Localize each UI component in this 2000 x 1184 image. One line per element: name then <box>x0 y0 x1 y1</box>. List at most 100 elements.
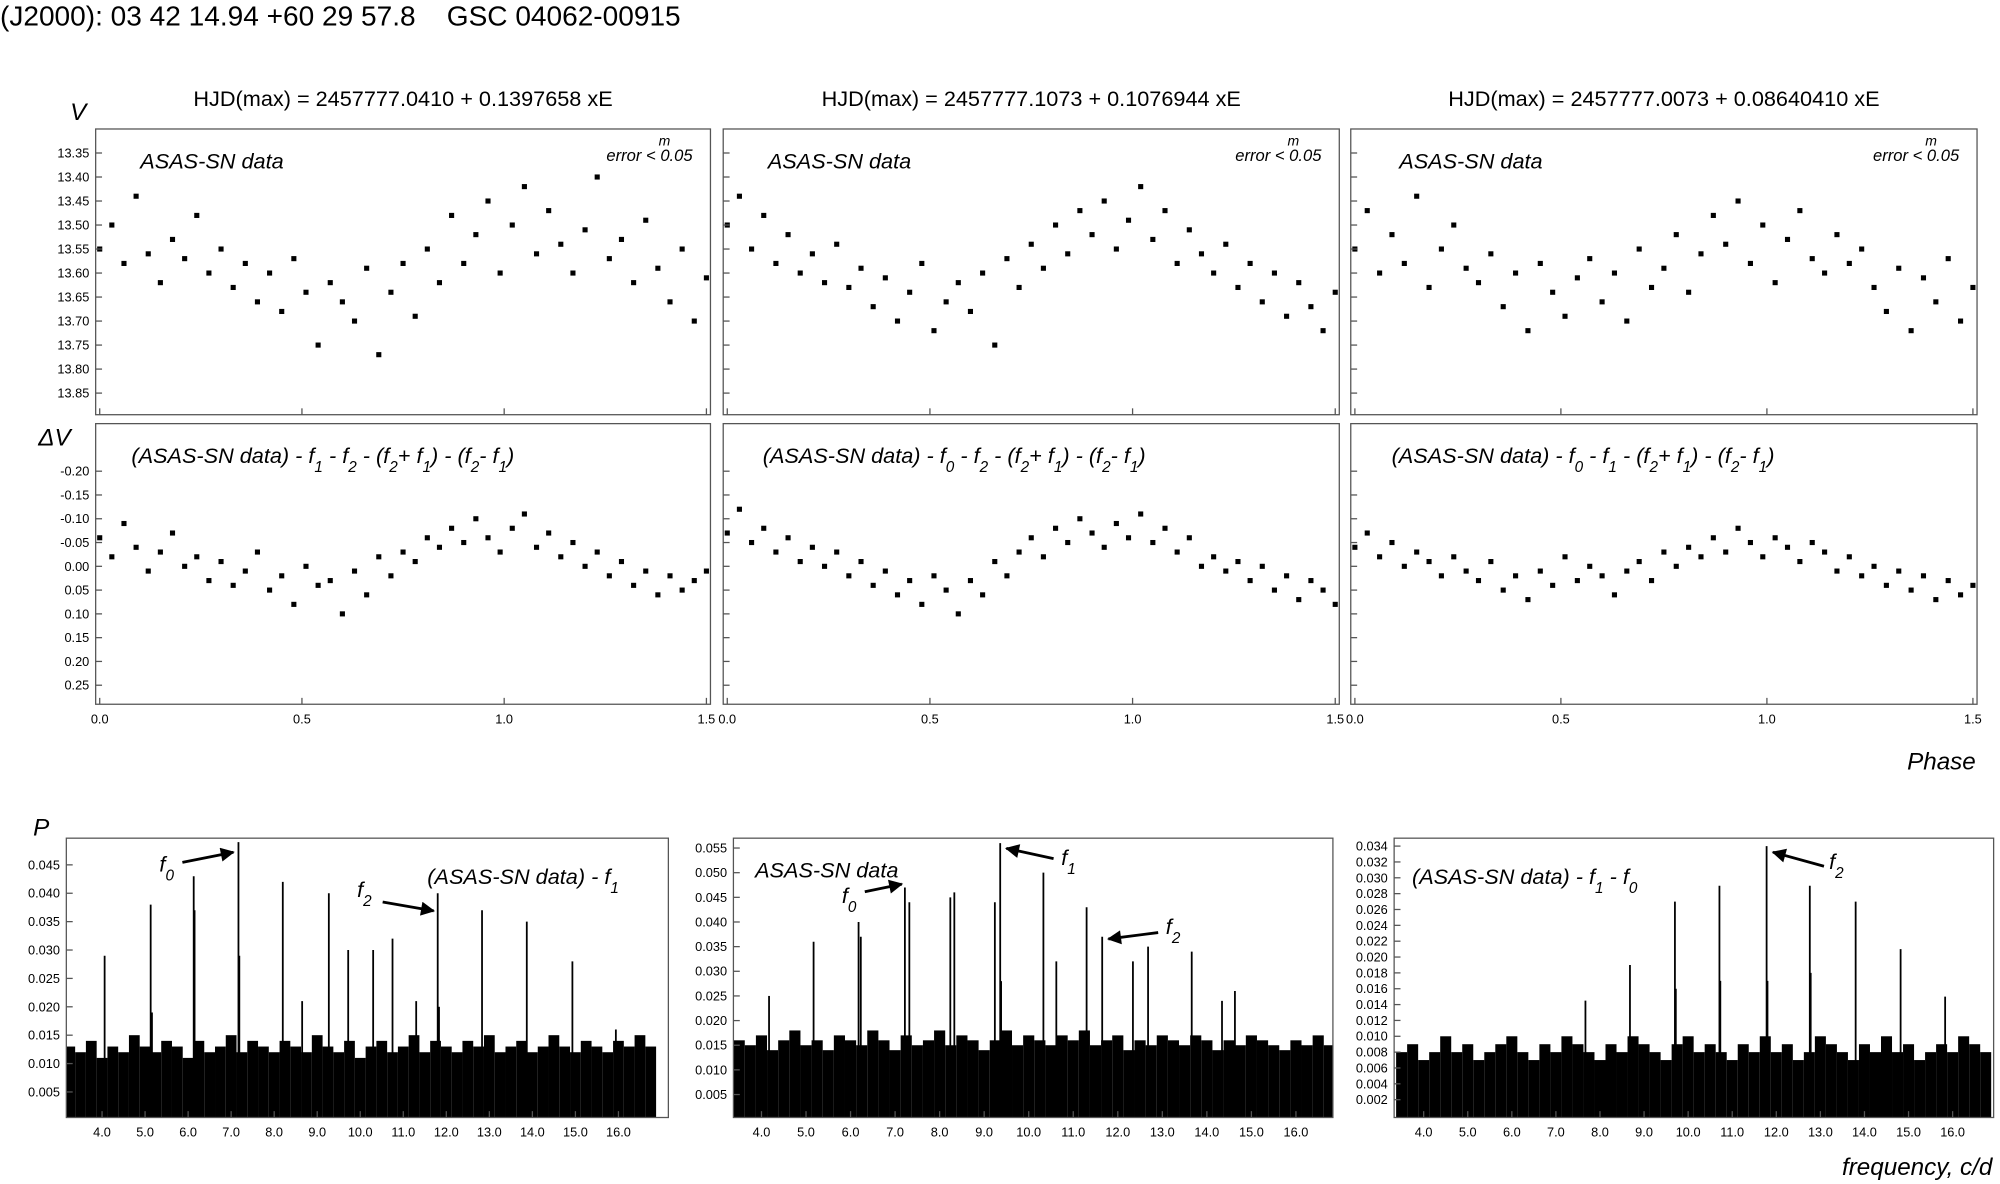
data-point <box>1475 280 1482 286</box>
data-point <box>497 549 503 555</box>
data-point <box>797 559 803 565</box>
data-point <box>1414 549 1420 555</box>
data-point <box>303 289 309 295</box>
data-point <box>1211 270 1217 276</box>
noise-bar <box>1550 1052 1562 1118</box>
data-point <box>412 559 418 565</box>
noise-bar <box>755 1035 768 1118</box>
plot-area <box>1352 525 1976 603</box>
noise-bar <box>822 1050 834 1118</box>
data-point <box>1673 563 1679 569</box>
noise-bar <box>1792 1060 1804 1118</box>
data-point <box>1772 280 1778 286</box>
noise-bar <box>344 1040 355 1118</box>
data-point <box>1648 578 1655 584</box>
annotation-part: + f <box>1029 443 1056 468</box>
data-point <box>691 318 697 324</box>
y-tick-label: -0.20 <box>60 464 89 479</box>
noise-bar <box>1726 1060 1738 1118</box>
data-point <box>1673 232 1679 238</box>
noise-bar <box>1156 1035 1168 1118</box>
data-point <box>436 280 443 286</box>
x-tick-label: 6.0 <box>842 1125 860 1140</box>
noise-bar <box>1312 1035 1324 1118</box>
annotation-part: ASAS-SN data <box>1397 149 1542 174</box>
noise-bar <box>1770 1052 1782 1118</box>
noise-bar <box>1825 1044 1837 1118</box>
data-point <box>1636 559 1642 565</box>
data-point <box>1150 539 1156 546</box>
noise-bar <box>1245 1035 1257 1118</box>
data-point <box>121 520 127 527</box>
data-point <box>1186 535 1192 541</box>
data-point <box>388 573 394 579</box>
noise-bar <box>1101 1040 1113 1118</box>
data-point <box>1883 582 1889 588</box>
data-point <box>1451 554 1457 560</box>
data-point <box>1016 549 1022 555</box>
data-point <box>691 578 697 584</box>
data-point <box>1945 578 1951 584</box>
peak-label-part: f <box>1061 845 1069 870</box>
peak-label: f2 <box>1166 914 1181 947</box>
x-tick-label: 13.0 <box>1150 1125 1175 1140</box>
data-point <box>749 539 755 546</box>
data-point <box>736 506 742 512</box>
noise-bar <box>182 1057 194 1118</box>
data-point <box>594 174 600 180</box>
data-point <box>1624 318 1630 324</box>
data-point <box>882 568 888 574</box>
noise-bar <box>811 1040 823 1118</box>
noise-bar <box>778 1040 790 1118</box>
data-point <box>558 241 564 247</box>
noise-bar <box>767 1050 779 1118</box>
x-tick-label: 0.5 <box>293 711 311 726</box>
annotation-part: (ASAS-SN data) - f <box>131 443 316 468</box>
peak-label-part: f <box>1166 914 1174 939</box>
x-tick-label: 0.5 <box>1552 711 1570 726</box>
noise-bar <box>591 1046 603 1118</box>
data-point <box>497 270 503 276</box>
data-point <box>858 559 864 565</box>
y-tick-label: 0.020 <box>695 1013 727 1028</box>
noise-bar <box>1201 1040 1213 1118</box>
y-tick-label: 0.004 <box>1356 1076 1388 1091</box>
x-tick-label: 0.0 <box>1346 711 1364 726</box>
data-point <box>218 246 224 252</box>
y-tick-label: 0.025 <box>28 971 60 986</box>
x-tick-label: 15.0 <box>1896 1125 1921 1140</box>
annotation-part: ASAS-SN data <box>138 149 283 174</box>
noise-bar <box>527 1052 538 1118</box>
noise-bar <box>967 1040 979 1118</box>
arrow <box>1771 848 1825 868</box>
noise-bar <box>1418 1060 1430 1118</box>
data-point <box>1004 573 1010 579</box>
noise-bar <box>193 1040 205 1118</box>
data-point <box>485 198 491 204</box>
annotation-part: ASAS-SN data <box>766 149 911 174</box>
error-label: error < 0.05 <box>606 146 693 165</box>
data-point <box>449 525 455 531</box>
data-point <box>1186 227 1192 233</box>
data-point <box>230 284 236 291</box>
annotation-part: ) <box>1135 443 1145 468</box>
noise-bar <box>900 1035 912 1118</box>
noise-bar <box>1256 1040 1269 1118</box>
data-point <box>1389 232 1395 238</box>
noise-bar <box>1212 1050 1224 1118</box>
data-point <box>1686 289 1692 295</box>
x-tick-label: 0.5 <box>921 711 939 726</box>
data-point <box>679 587 685 593</box>
noise-bar <box>934 1030 946 1118</box>
data-point <box>643 568 649 574</box>
data-point <box>1525 597 1531 603</box>
data-point <box>1698 251 1704 257</box>
arrow <box>382 900 436 916</box>
noise-bar <box>645 1046 657 1118</box>
annotation-part: - f <box>1583 443 1610 468</box>
error-unit: m <box>659 133 671 149</box>
data-point <box>618 236 625 242</box>
data-point <box>761 212 767 218</box>
annotation: (ASAS-SN data) - f1 - f2 - (f2+ f1) - (f… <box>131 443 514 476</box>
